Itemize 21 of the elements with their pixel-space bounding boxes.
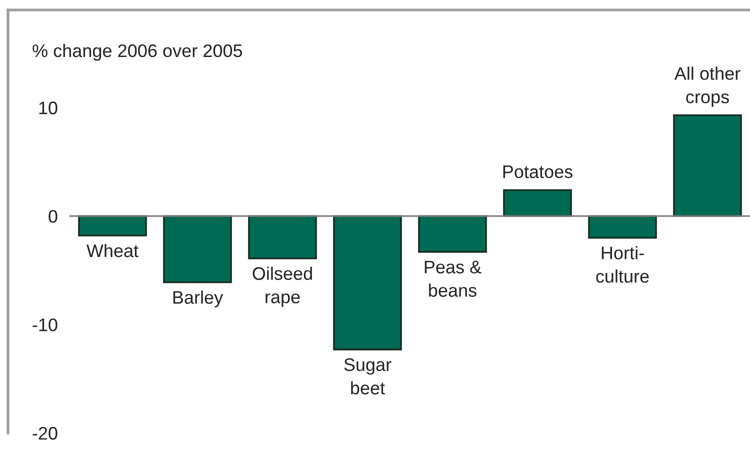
y-tick-label: 0 [48, 210, 58, 223]
bar [503, 189, 572, 217]
bar [418, 215, 487, 253]
x-tick-label: All other crops [674, 66, 740, 107]
bar [163, 215, 232, 284]
bar [673, 114, 742, 217]
bar [248, 215, 317, 260]
y-tick-label: -10 [32, 318, 58, 332]
x-tick-label: Peas & beans [424, 260, 482, 297]
y-tick-label: -20 [32, 426, 58, 440]
x-tick-label: Wheat [86, 244, 138, 258]
x-tick-label: Sugar beet [344, 358, 392, 394]
x-tick-label: Oilseed rape [252, 266, 312, 307]
y-axis-title: % change 2006 over 2005 [32, 44, 242, 61]
y-tick-label: 10 [39, 102, 58, 114]
x-tick-label: Barley [173, 290, 224, 308]
bar [333, 215, 402, 350]
bar [588, 215, 657, 239]
x-tick-label: Horti- culture [596, 246, 649, 283]
bar [78, 215, 147, 236]
x-tick-label: Potatoes [503, 166, 572, 178]
